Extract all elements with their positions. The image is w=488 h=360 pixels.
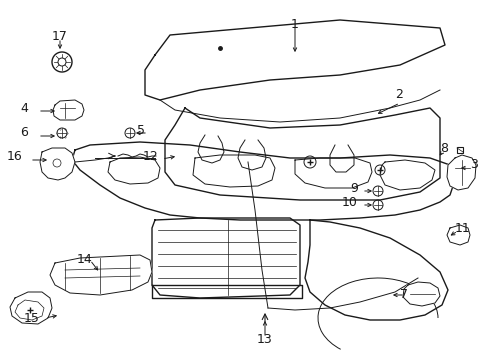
Text: 2: 2 xyxy=(394,89,402,102)
Text: 14: 14 xyxy=(77,253,93,266)
Text: 5: 5 xyxy=(137,123,145,136)
Polygon shape xyxy=(164,108,439,200)
Text: 11: 11 xyxy=(454,221,470,234)
Polygon shape xyxy=(402,282,439,306)
Text: 16: 16 xyxy=(6,150,22,163)
Polygon shape xyxy=(305,220,447,320)
Polygon shape xyxy=(446,225,469,245)
Text: 12: 12 xyxy=(142,149,158,162)
Text: 9: 9 xyxy=(349,181,357,194)
Polygon shape xyxy=(72,142,454,220)
Text: 3: 3 xyxy=(469,158,477,171)
Text: 1: 1 xyxy=(290,18,298,31)
Polygon shape xyxy=(40,148,75,180)
Text: 10: 10 xyxy=(342,195,357,208)
Text: 7: 7 xyxy=(399,288,407,302)
Polygon shape xyxy=(50,255,152,295)
Text: 8: 8 xyxy=(439,141,447,154)
Text: 17: 17 xyxy=(52,30,68,43)
Polygon shape xyxy=(53,100,84,120)
Text: 6: 6 xyxy=(20,126,28,139)
Text: 15: 15 xyxy=(24,311,40,324)
Text: 4: 4 xyxy=(20,102,28,114)
Circle shape xyxy=(58,58,66,66)
Text: 13: 13 xyxy=(257,333,272,346)
Polygon shape xyxy=(10,292,52,324)
Polygon shape xyxy=(446,155,475,190)
Polygon shape xyxy=(152,218,299,298)
